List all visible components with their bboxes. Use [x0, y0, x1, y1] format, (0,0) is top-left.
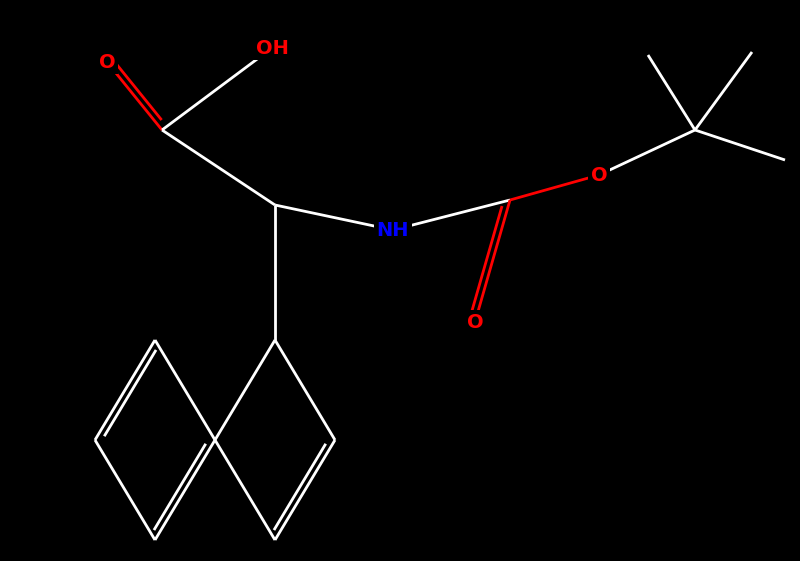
Text: OH: OH [255, 39, 289, 57]
Text: O: O [98, 53, 115, 71]
Text: O: O [590, 165, 607, 185]
Text: O: O [466, 312, 483, 332]
Text: NH: NH [377, 220, 410, 240]
